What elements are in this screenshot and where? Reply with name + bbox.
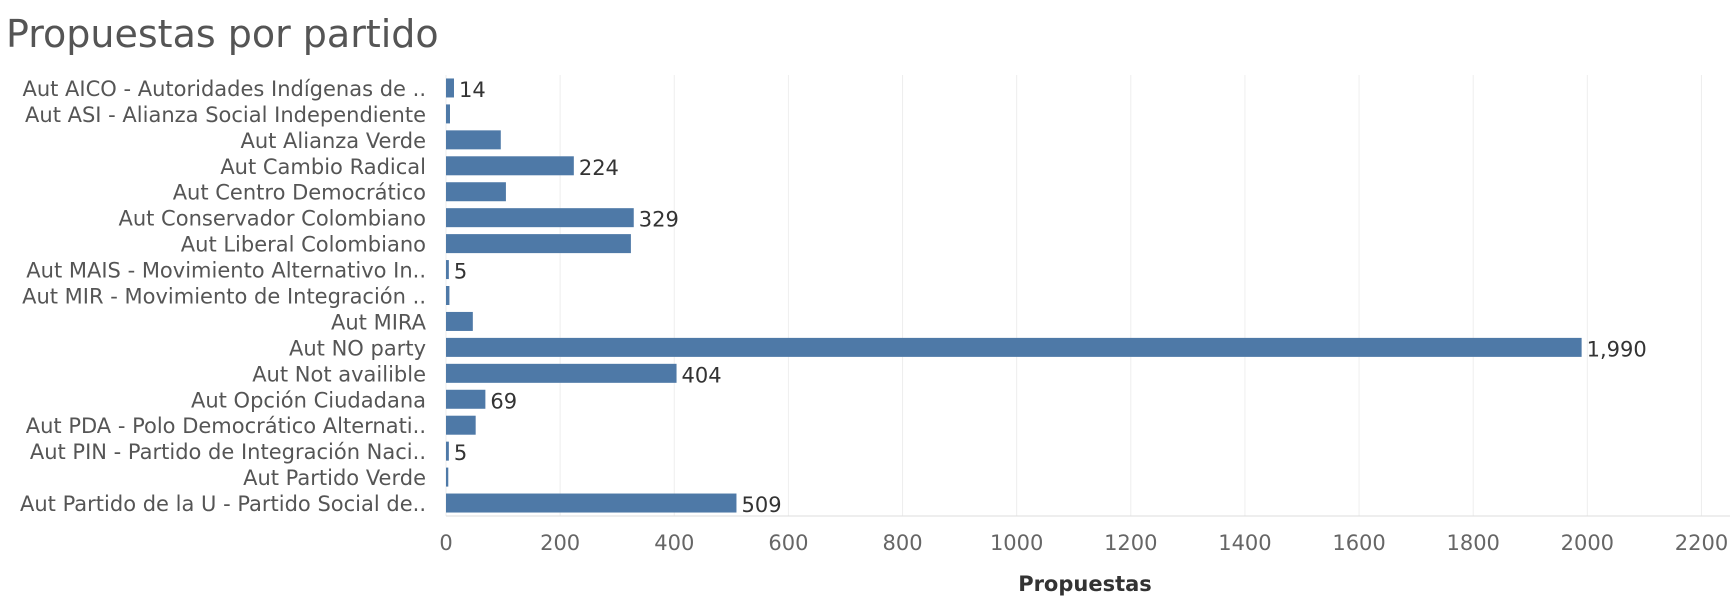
x-tick-label: 400 bbox=[654, 531, 694, 555]
bars bbox=[446, 78, 1582, 513]
data-label: 329 bbox=[639, 208, 679, 232]
x-tick-label: 1600 bbox=[1332, 531, 1385, 555]
x-axis-title: Propuestas bbox=[1018, 572, 1152, 596]
x-axis-ticks: 0 200 400 600 800 1000 1200 1400 1600 1800 2000 220… bbox=[439, 531, 1728, 555]
data-label: 5 bbox=[454, 260, 467, 284]
data-label: 1,990 bbox=[1587, 337, 1647, 361]
bar[interactable] bbox=[446, 389, 486, 409]
category-label: Aut Partido de la U - Partido Social de.… bbox=[20, 492, 426, 516]
bar[interactable] bbox=[446, 208, 634, 228]
bar[interactable] bbox=[446, 156, 574, 176]
bar[interactable] bbox=[446, 467, 449, 487]
x-tick-label: 1200 bbox=[1104, 531, 1157, 555]
category-label: Aut Liberal Colombiano bbox=[181, 233, 426, 257]
gridlines bbox=[445, 75, 1730, 517]
bar[interactable] bbox=[446, 104, 450, 124]
bar[interactable] bbox=[446, 441, 449, 461]
x-tick-label: 1000 bbox=[990, 531, 1043, 555]
data-label: 404 bbox=[682, 363, 722, 387]
category-label: Aut AICO - Autoridades Indígenas de .. bbox=[22, 77, 426, 101]
category-label: Aut Centro Democrático bbox=[173, 181, 426, 205]
category-label: Aut Alianza Verde bbox=[240, 129, 426, 153]
bar[interactable] bbox=[446, 78, 454, 98]
bar[interactable] bbox=[446, 130, 501, 150]
data-label: 5 bbox=[454, 441, 467, 465]
x-tick-label: 600 bbox=[768, 531, 808, 555]
category-label: Aut NO party bbox=[289, 336, 426, 360]
data-label: 224 bbox=[579, 156, 619, 180]
bar[interactable] bbox=[446, 311, 473, 331]
x-tick-label: 1400 bbox=[1218, 531, 1271, 555]
data-labels: 14 224 329 5 1,990 404 69 5 509 bbox=[454, 78, 1647, 517]
category-label: Aut MAIS - Movimiento Alternativo In.. bbox=[26, 259, 426, 283]
bar[interactable] bbox=[446, 415, 476, 435]
category-label: Aut MIR - Movimiento de Integración .. bbox=[22, 285, 426, 309]
bar[interactable] bbox=[446, 234, 631, 254]
data-label: 69 bbox=[490, 389, 517, 413]
bar[interactable] bbox=[446, 337, 1582, 357]
category-label: Aut Opción Ciudadana bbox=[191, 388, 426, 412]
category-label: Aut Conservador Colombiano bbox=[118, 207, 426, 231]
category-label: Aut Cambio Radical bbox=[220, 155, 426, 179]
category-label: Aut Partido Verde bbox=[243, 466, 426, 490]
category-label: Aut MIRA bbox=[331, 310, 427, 334]
bar[interactable] bbox=[446, 260, 449, 280]
category-label: Aut PIN - Partido de Integración Naci.. bbox=[30, 440, 426, 464]
category-labels: Aut AICO - Autoridades Indígenas de ..Au… bbox=[20, 77, 427, 516]
chart-title: Propuestas por partido bbox=[6, 12, 439, 56]
x-tick-label: 2200 bbox=[1675, 531, 1728, 555]
category-label: Aut ASI - Alianza Social Independiente bbox=[25, 103, 426, 127]
category-label: Aut PDA - Polo Democrático Alternati.. bbox=[26, 414, 426, 438]
x-tick-label: 0 bbox=[439, 531, 452, 555]
data-label: 509 bbox=[741, 493, 781, 517]
bar[interactable] bbox=[446, 286, 450, 305]
data-label: 14 bbox=[459, 78, 486, 102]
bar[interactable] bbox=[446, 493, 737, 513]
x-tick-label: 200 bbox=[540, 531, 580, 555]
bar[interactable] bbox=[446, 182, 506, 202]
x-tick-label: 800 bbox=[882, 531, 922, 555]
x-tick-label: 1800 bbox=[1446, 531, 1499, 555]
category-label: Aut Not availible bbox=[252, 362, 426, 386]
x-tick-label: 2000 bbox=[1561, 531, 1614, 555]
bar[interactable] bbox=[446, 363, 677, 383]
